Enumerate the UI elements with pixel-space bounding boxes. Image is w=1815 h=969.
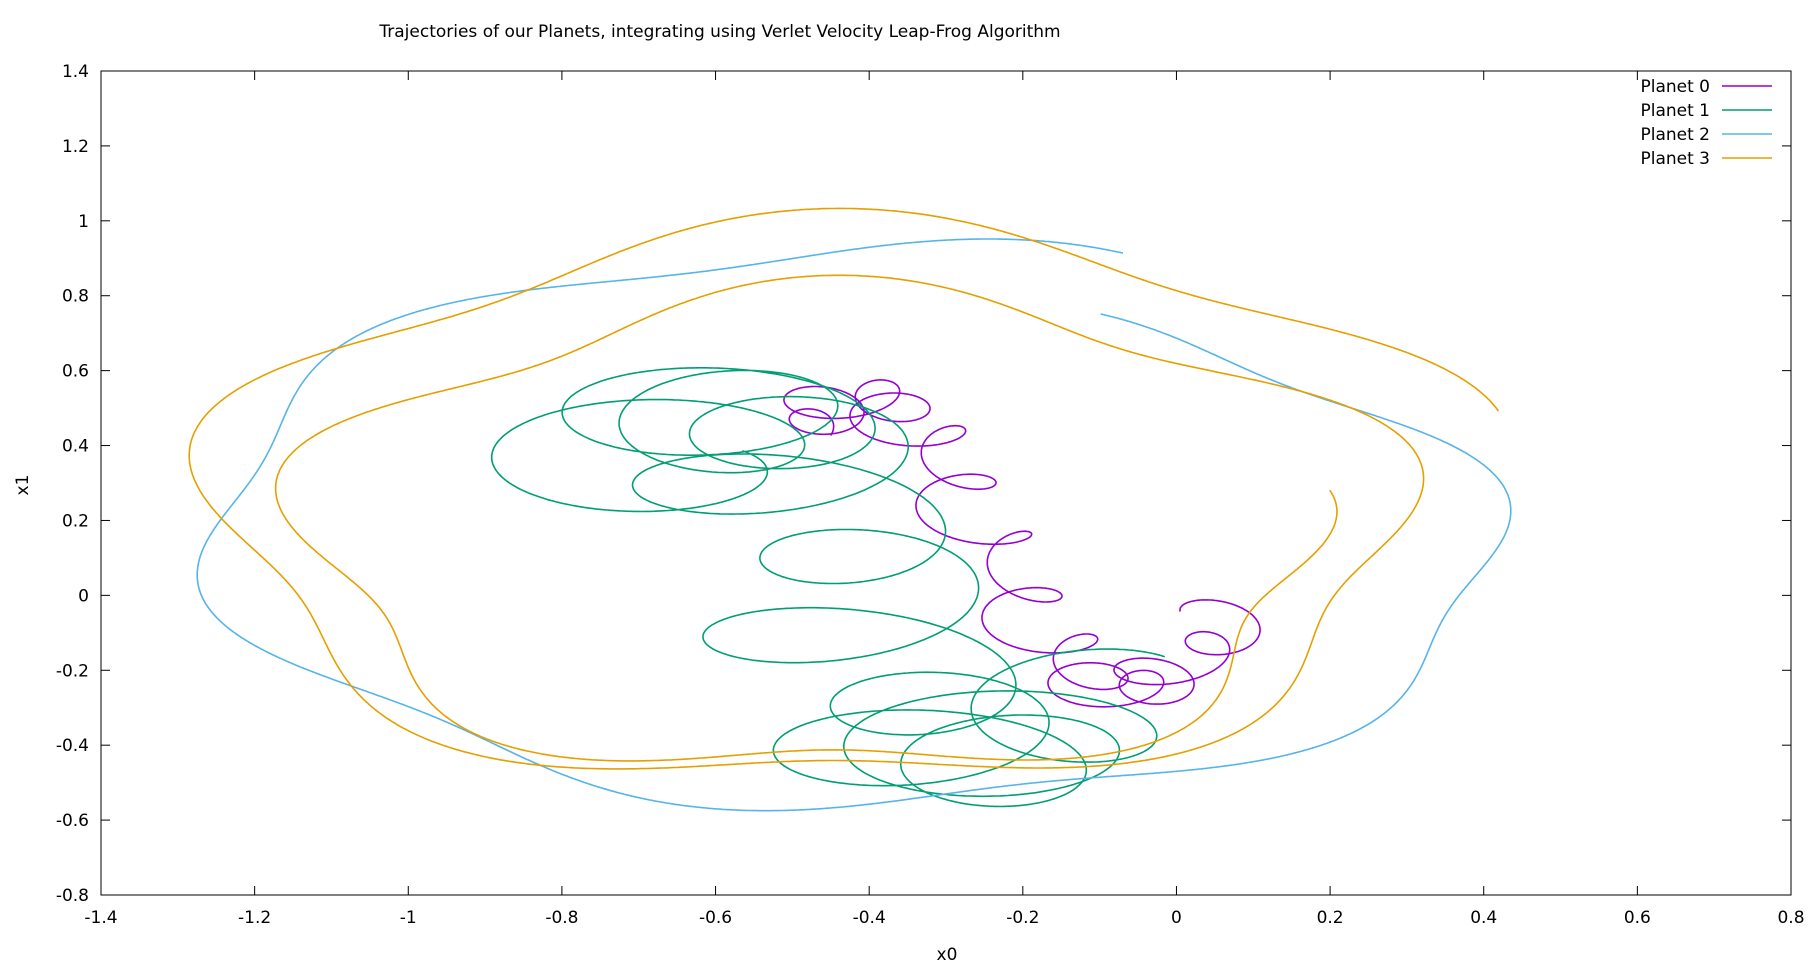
y-tick-label: 0.8 bbox=[62, 287, 89, 307]
legend-label-planet-3: Planet 3 bbox=[1640, 149, 1710, 169]
ticks-layer: -1.4 -1.2 -1 -0.8 -0.6 -0.4 -0.2 0 0.2 0.4 0.6 0.8 -… bbox=[56, 62, 1805, 928]
y-tick-label: 0.4 bbox=[62, 437, 89, 457]
y-tick-label: -0.2 bbox=[56, 661, 89, 681]
x-tick-label: -0.2 bbox=[1006, 908, 1039, 928]
y-tick-label: 0.6 bbox=[62, 362, 89, 382]
x-tick-label: -1 bbox=[400, 908, 417, 928]
x-tick-label: 0 bbox=[1171, 908, 1182, 928]
series-line-planet-2 bbox=[196, 238, 1512, 812]
y-tick-label: -0.6 bbox=[56, 811, 89, 831]
x-tick-label: -0.6 bbox=[699, 908, 732, 928]
x-tick-label: 0.8 bbox=[1777, 908, 1804, 928]
legend-label-planet-1: Planet 1 bbox=[1640, 101, 1710, 121]
chart-title: Trajectories of our Planets, integrating… bbox=[378, 22, 1060, 42]
legend-label-planet-0: Planet 0 bbox=[1640, 77, 1710, 97]
y-axis-label: x1 bbox=[13, 475, 33, 496]
x-axis-label: x0 bbox=[937, 945, 958, 965]
y-tick-label: 0.2 bbox=[62, 511, 89, 531]
legend-label-planet-2: Planet 2 bbox=[1640, 125, 1710, 145]
series-line-planet-0 bbox=[783, 379, 1261, 708]
y-tick-label: -0.8 bbox=[56, 886, 89, 906]
x-tick-label: -0.8 bbox=[545, 908, 578, 928]
series-line-planet-3 bbox=[188, 207, 1500, 770]
series-layer bbox=[188, 207, 1512, 812]
y-tick-label: 0 bbox=[78, 586, 89, 606]
x-tick-label: -1.4 bbox=[84, 908, 117, 928]
x-tick-label: 0.2 bbox=[1317, 908, 1344, 928]
x-tick-label: 0.4 bbox=[1470, 908, 1497, 928]
y-tick-label: 1.4 bbox=[62, 62, 89, 82]
y-tick-label: 1 bbox=[78, 212, 89, 232]
y-tick-label: 1.2 bbox=[62, 137, 89, 157]
x-tick-label: 0.6 bbox=[1624, 908, 1651, 928]
x-tick-label: -1.2 bbox=[238, 908, 271, 928]
series-line-planet-1 bbox=[490, 366, 1166, 808]
legend: Planet 0 Planet 1 Planet 2 Planet 3 bbox=[1640, 77, 1772, 169]
y-tick-label: -0.4 bbox=[56, 736, 89, 756]
x-tick-label: -0.4 bbox=[853, 908, 886, 928]
plot-frame bbox=[100, 70, 1792, 896]
